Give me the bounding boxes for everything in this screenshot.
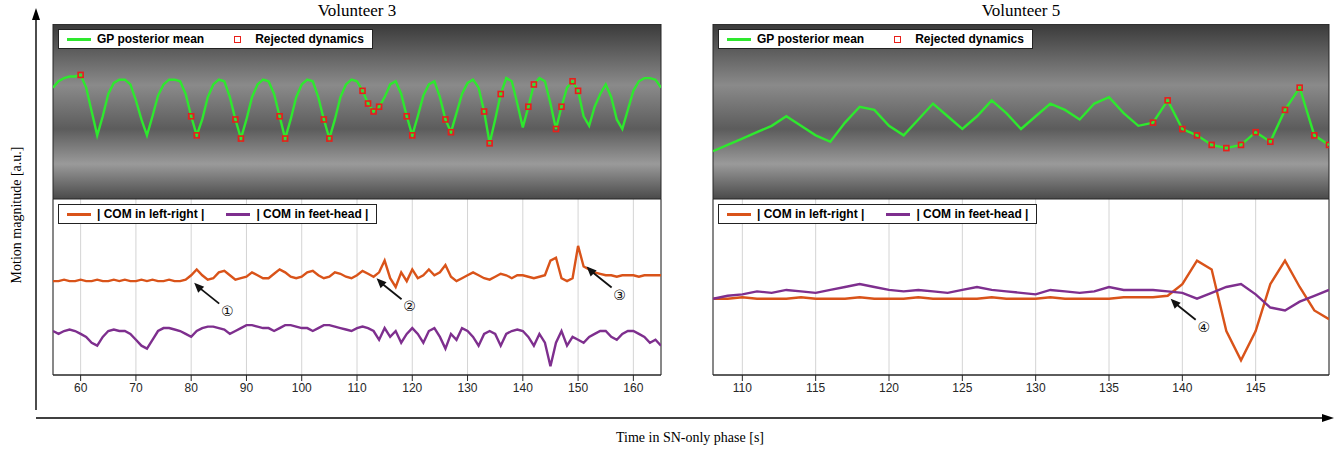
svg-text:120: 120	[879, 381, 899, 395]
html-text:Volunteer 5: Volunteer 5	[981, 1, 1061, 20]
svg-text:②: ②	[403, 298, 416, 314]
svg-text:130: 130	[1026, 381, 1046, 395]
svg-text:70: 70	[129, 381, 143, 395]
svg-text:140: 140	[1172, 381, 1192, 395]
html-text:Rejected dynamics: Rejected dynamics	[915, 32, 1024, 46]
svg-text:120: 120	[402, 381, 422, 395]
svg-text:125: 125	[952, 381, 972, 395]
svg-text:130: 130	[458, 381, 478, 395]
svg-text:Time in SN-only phase [s]: Time in SN-only phase [s]	[616, 430, 764, 445]
svg-text:①: ①	[221, 303, 234, 319]
svg-text:160: 160	[623, 381, 643, 395]
html-text:| COM in feet-head |: | COM in feet-head |	[916, 207, 1029, 221]
html-text:| COM in left-right |: | COM in left-right |	[757, 207, 865, 221]
html-text:| COM in feet-head |: | COM in feet-head |	[256, 207, 369, 221]
svg-text:80: 80	[185, 381, 199, 395]
svg-text:③: ③	[613, 287, 626, 303]
svg-text:100: 100	[292, 381, 312, 395]
html-text:GP posterior mean: GP posterior mean	[757, 32, 865, 46]
svg-text:135: 135	[1099, 381, 1119, 395]
html-text:GP posterior mean: GP posterior mean	[97, 32, 205, 46]
html-text:Volunteer 3: Volunteer 3	[317, 1, 397, 20]
svg-text:150: 150	[568, 381, 588, 395]
svg-text:115: 115	[806, 381, 825, 395]
svg-text:145: 145	[1246, 381, 1266, 395]
svg-text:60: 60	[74, 381, 88, 395]
svg-text:90: 90	[240, 381, 254, 395]
svg-text:Motion magnitude [a.u.]: Motion magnitude [a.u.]	[9, 147, 24, 284]
html-text:| COM in left-right |: | COM in left-right |	[97, 207, 205, 221]
svg-text:140: 140	[513, 381, 533, 395]
html-text:Rejected dynamics: Rejected dynamics	[255, 32, 364, 46]
svg-text:110: 110	[347, 381, 366, 395]
svg-text:110: 110	[733, 381, 752, 395]
svg-text:④: ④	[1197, 319, 1210, 335]
